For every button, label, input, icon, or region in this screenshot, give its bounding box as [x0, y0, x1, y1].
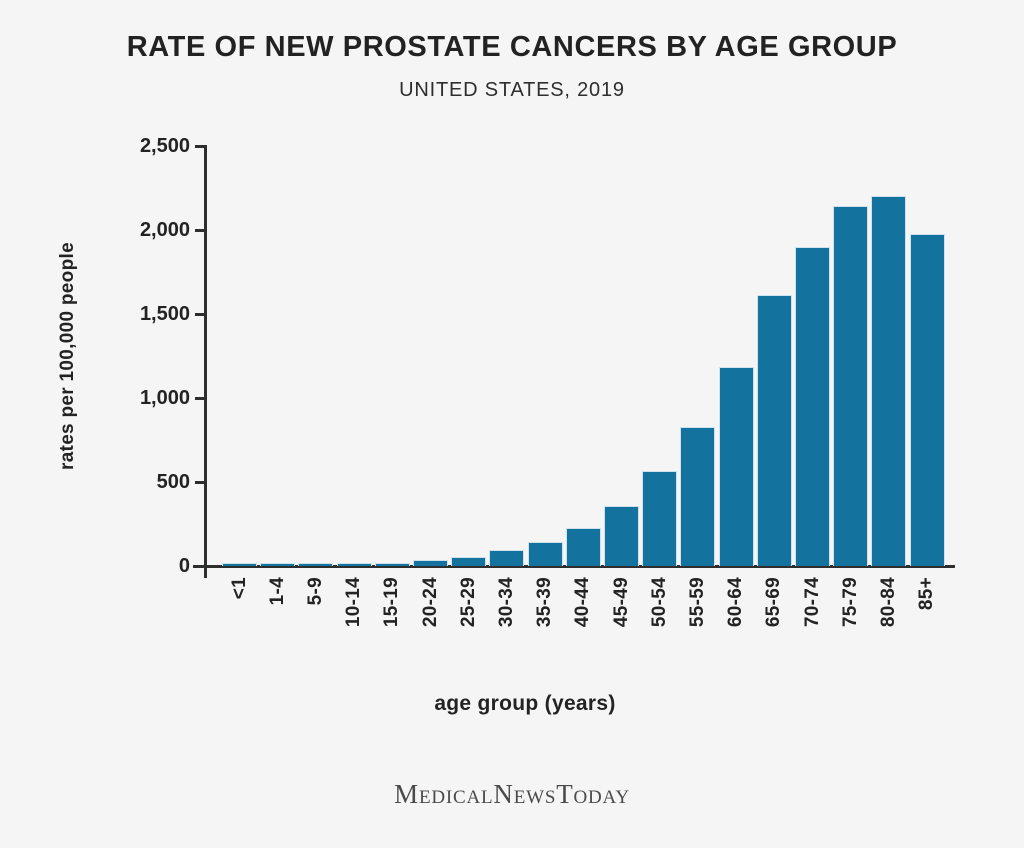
bar-20-24	[413, 560, 448, 566]
x-tick-label-30-34: 30-34	[495, 577, 517, 628]
x-tick-label-15-19: 15-19	[381, 577, 403, 628]
bar-35-39	[527, 541, 563, 566]
x-tick-label-75-79: 75-79	[839, 577, 861, 628]
bar-1-4	[260, 563, 296, 566]
bar-65-69	[756, 294, 792, 566]
y-tick-label-2,000: 2,000	[139, 219, 190, 241]
bar-15-19	[374, 562, 410, 566]
x-tick-label-20-24: 20-24	[419, 577, 441, 628]
y-tick-label-2,500: 2,500	[139, 135, 190, 157]
x-tick-label-45-49: 45-49	[610, 577, 632, 628]
y-tick-label-1,500: 1,500	[139, 303, 190, 325]
x-tick-label-70-74: 70-74	[801, 577, 823, 628]
x-axis-line	[193, 565, 955, 568]
bar-40-44	[565, 528, 601, 566]
y-axis-title: rates per 100,000 people	[57, 242, 78, 470]
x-tick-label-50-54: 50-54	[648, 577, 670, 628]
y-tick-label-0: 0	[178, 555, 190, 577]
x-tick-label-5-9: 5-9	[304, 577, 326, 606]
bar-80-84	[871, 195, 907, 566]
x-tick-label-55-59: 55-59	[686, 577, 708, 628]
x-tick-label-80-84: 80-84	[877, 577, 899, 628]
y-tick-2,500	[195, 145, 205, 148]
y-tick-label-1,000: 1,000	[139, 387, 190, 409]
x-tick-label-1-4: 1-4	[266, 577, 288, 606]
y-tick-1,500	[195, 313, 205, 316]
x-tick-label-60-64: 60-64	[725, 577, 747, 628]
x-tick-label-40-44: 40-44	[572, 577, 594, 628]
bar-45-49	[604, 505, 639, 566]
y-tick-label-500: 500	[156, 471, 190, 493]
bar-70-74	[795, 246, 830, 566]
y-axis-line	[204, 145, 207, 578]
medical-news-today-logo: MedicalNewsToday	[394, 779, 630, 809]
bar-85+	[909, 234, 945, 566]
bar-<1	[222, 563, 257, 566]
bar-55-59	[680, 426, 716, 566]
y-tick-500	[195, 481, 205, 484]
bar-75-79	[833, 205, 869, 566]
bar-25-29	[451, 556, 487, 566]
bar-50-54	[642, 471, 678, 566]
x-tick-label-65-69: 65-69	[763, 577, 785, 628]
y-tick-2,000	[195, 229, 205, 232]
bar-5-9	[298, 563, 334, 566]
x-tick-label-85+: 85+	[916, 577, 938, 611]
x-tick-label-35-39: 35-39	[534, 577, 556, 628]
bar-30-34	[489, 550, 525, 566]
x-tick-label-25-29: 25-29	[457, 577, 479, 628]
chart-subtitle: UNITED STATES, 2019	[399, 79, 625, 101]
x-axis-title: age group (years)	[434, 692, 616, 715]
x-tick-label-10-14: 10-14	[343, 577, 365, 628]
chart-title: RATE OF NEW PROSTATE CANCERS BY AGE GROU…	[126, 31, 898, 63]
bar-60-64	[718, 366, 754, 566]
x-tick-label-<1: <1	[228, 577, 250, 600]
bar-10-14	[336, 563, 372, 566]
y-tick-1,000	[195, 397, 205, 400]
